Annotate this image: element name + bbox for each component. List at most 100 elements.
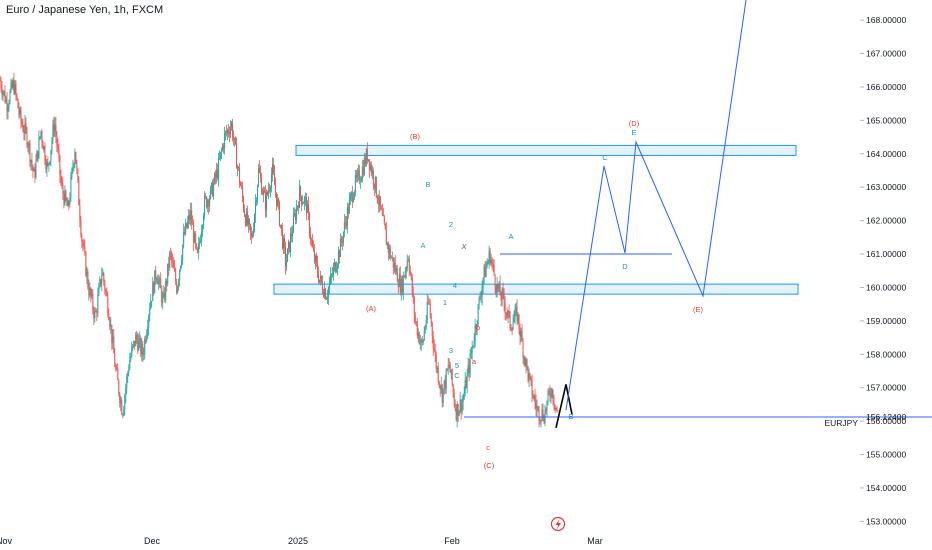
candle-body (99, 279, 101, 287)
candle-body (490, 260, 492, 264)
candle-body (19, 109, 21, 115)
candle-body (270, 187, 272, 191)
candle-body (81, 235, 83, 242)
candle-body (1, 88, 3, 95)
candle-body (148, 315, 150, 328)
candle-body (48, 163, 50, 165)
lightning-icon[interactable] (550, 516, 566, 532)
wave-label: A (420, 241, 425, 250)
y-tick-label: 165.00000 (866, 115, 906, 125)
candle-body (188, 215, 190, 222)
candle-body (211, 182, 213, 188)
candle-body (79, 205, 81, 221)
candle-body (280, 224, 282, 229)
candle-body (472, 345, 474, 348)
candle-body (69, 198, 71, 205)
wave-label: (B) (410, 132, 421, 141)
candle-body (24, 122, 26, 134)
wave-label: b (476, 323, 480, 332)
candle-body (282, 238, 284, 248)
candle-body (77, 169, 79, 180)
candle-body (57, 146, 59, 150)
symbol-label: EURJPY (824, 418, 858, 428)
candle-body (168, 263, 170, 268)
candle-body (440, 385, 442, 390)
candle-body (474, 325, 476, 341)
candle-body (418, 332, 420, 344)
candle-body (464, 379, 466, 394)
candle-body (406, 260, 408, 269)
candle-body (202, 225, 204, 232)
candle-body (338, 250, 340, 258)
candle-body (422, 339, 424, 343)
candle-body (159, 278, 161, 281)
candle-body (265, 192, 267, 211)
candle-body (169, 252, 171, 268)
candle-body (296, 205, 298, 208)
candle-body (473, 340, 475, 346)
y-tick-label: 158.00000 (866, 349, 906, 359)
candle-body (505, 313, 507, 314)
candle-body (56, 135, 58, 147)
candle-body (502, 289, 504, 294)
y-tick-label: 153.00000 (866, 516, 906, 526)
candle-body (383, 216, 385, 224)
candle-body (453, 392, 455, 404)
candle-body (124, 395, 126, 409)
candle-body (463, 393, 465, 399)
candle-body (16, 94, 18, 99)
black-zigzag (555, 384, 573, 429)
candle-body (109, 319, 111, 327)
candle-body (59, 155, 61, 176)
candle-body (525, 359, 527, 366)
candle-body (389, 247, 391, 259)
candle-body (204, 195, 206, 216)
candle-body (250, 224, 252, 233)
candle-body (320, 275, 322, 283)
candle-body (245, 215, 247, 225)
candle-body (517, 314, 519, 322)
candle-body (388, 247, 390, 253)
candle-body (112, 336, 114, 343)
candle-body (86, 271, 88, 276)
candle-body (356, 172, 358, 178)
candle-body (111, 324, 113, 343)
candle-body (369, 164, 371, 170)
candle-body (51, 140, 53, 150)
candle-body (426, 301, 428, 320)
candle-body (435, 354, 437, 369)
candle-body (108, 313, 110, 320)
candle-body (209, 198, 211, 207)
candle-body (71, 168, 73, 177)
candle-body (28, 142, 30, 147)
candle-body (491, 260, 493, 263)
candle-body (18, 108, 20, 115)
candle-body (206, 196, 208, 208)
candle-body (411, 277, 413, 295)
candle-body (519, 328, 521, 337)
candle-body (177, 286, 179, 293)
projection-path (565, 0, 747, 411)
candle-body (342, 232, 344, 243)
candle-body (113, 336, 115, 354)
candle-body (451, 369, 453, 385)
candle-body (538, 407, 540, 421)
lines-layer (464, 0, 932, 429)
candle-body (4, 91, 6, 103)
candle-body (15, 83, 17, 95)
candle-body (58, 149, 60, 156)
candle-body (415, 321, 417, 324)
candle-body (456, 404, 458, 420)
candle-body (215, 173, 217, 178)
candle-body (243, 197, 245, 210)
candle-body (103, 273, 105, 282)
candle-body (83, 246, 85, 248)
wave-label: B (568, 412, 573, 421)
candle-body (468, 364, 470, 374)
candle-body (532, 396, 534, 398)
candle-body (70, 176, 72, 199)
candle-body (161, 288, 163, 304)
candle-body (504, 303, 506, 314)
candle-body (328, 282, 330, 288)
